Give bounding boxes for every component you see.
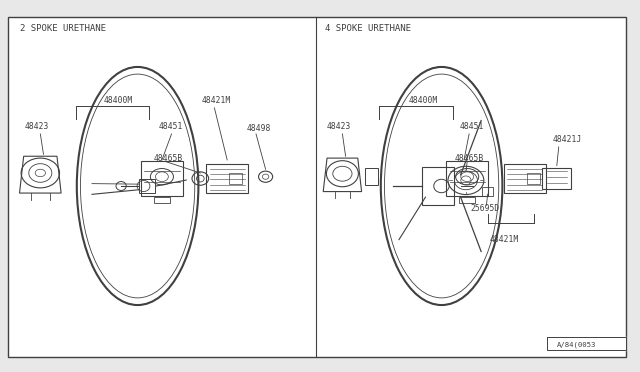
Text: 48421J: 48421J <box>552 135 582 144</box>
Text: 48421M: 48421M <box>202 96 231 105</box>
Text: 48423: 48423 <box>24 122 49 131</box>
Bar <box>229 173 242 184</box>
Text: 48451: 48451 <box>159 122 183 131</box>
Bar <box>206 164 248 193</box>
Text: 48465B: 48465B <box>154 154 183 163</box>
Bar <box>365 168 378 185</box>
Text: 48465B: 48465B <box>454 154 484 163</box>
Text: 48423: 48423 <box>326 122 351 131</box>
Text: 25695D: 25695D <box>470 204 500 213</box>
Text: A/84(0053: A/84(0053 <box>557 341 596 348</box>
Text: 48421M: 48421M <box>490 235 519 244</box>
Text: 2 SPOKE URETHANE: 2 SPOKE URETHANE <box>20 24 106 33</box>
Bar <box>141 161 183 196</box>
Bar <box>422 167 454 205</box>
Bar <box>543 168 572 189</box>
Text: 48400M: 48400M <box>408 96 438 105</box>
Bar <box>460 197 476 203</box>
Bar <box>482 187 493 196</box>
Text: 4 SPOKE URETHANE: 4 SPOKE URETHANE <box>325 24 411 33</box>
Bar <box>527 173 540 184</box>
Text: 48498: 48498 <box>246 124 271 133</box>
Bar <box>504 164 545 193</box>
Text: 48451: 48451 <box>460 122 484 131</box>
Bar <box>154 197 170 203</box>
Bar <box>447 161 488 196</box>
Bar <box>139 179 155 193</box>
Text: 48400M: 48400M <box>104 96 133 105</box>
